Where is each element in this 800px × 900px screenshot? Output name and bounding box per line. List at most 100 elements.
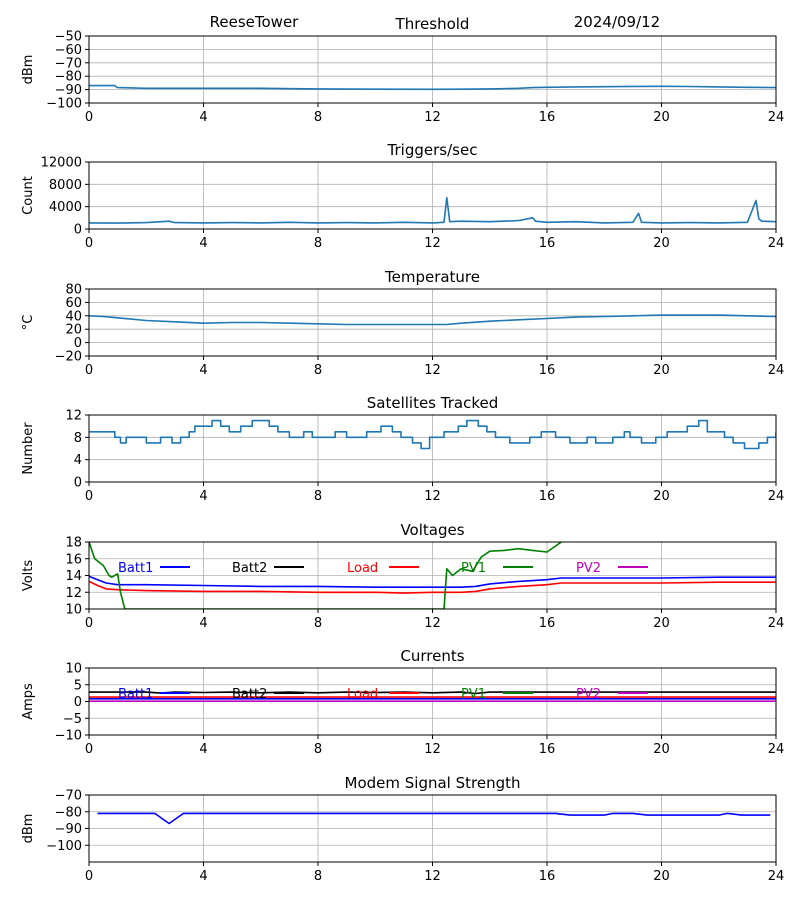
series-line-load: [89, 580, 776, 594]
x-tick-label: 8: [314, 236, 322, 251]
x-tick-label: 4: [199, 489, 207, 504]
series-line-batt1: [89, 575, 776, 589]
x-tick-label: 12: [424, 489, 441, 504]
y-axis-label: Volts: [21, 560, 36, 592]
series-line-pv1: [89, 542, 562, 609]
series-line: [97, 812, 771, 825]
x-tick-label: 12: [424, 110, 441, 125]
panels: 0 4 8 12 16 20 24−100−90−80−70−60−50Thresholdd…: [21, 15, 784, 884]
x-tick-label: 4: [199, 236, 207, 251]
y-axis-label: dBm: [21, 55, 36, 85]
x-tick-label: 12: [424, 742, 441, 757]
y-tick-label: 4000: [49, 200, 82, 215]
y-tick-label: −80: [55, 805, 82, 820]
x-tick-label: 16: [539, 869, 556, 884]
x-tick-label: 0: [85, 869, 93, 884]
y-axis-label: Amps: [21, 683, 36, 720]
station-name: ReeseTower: [210, 13, 300, 31]
y-tick-label: 10: [65, 662, 82, 677]
x-tick-label: 12: [424, 363, 441, 378]
x-tick-label: 4: [199, 869, 207, 884]
x-tick-label: 0: [85, 236, 93, 251]
legend-label-pv2: PV2: [576, 687, 601, 702]
y-axis-label: dBm: [21, 814, 36, 844]
panel-title: Modem Signal Strength: [345, 774, 521, 792]
y-tick-label: −100: [46, 839, 82, 854]
x-tick-label: 24: [768, 489, 785, 504]
y-tick-label: 18: [65, 536, 82, 551]
y-tick-label: 0: [74, 695, 82, 710]
x-tick-label: 0: [85, 616, 93, 631]
y-tick-label: −5: [63, 712, 82, 727]
x-tick-label: 20: [653, 869, 670, 884]
x-tick-label: 8: [314, 742, 322, 757]
x-tick-label: 20: [653, 742, 670, 757]
y-tick-label: −70: [55, 789, 82, 804]
y-tick-label: 10: [65, 603, 82, 618]
y-tick-label: 12: [65, 409, 82, 424]
y-tick-label: 40: [65, 309, 82, 324]
legend-label-pv2: PV2: [576, 561, 601, 576]
x-tick-label: 20: [653, 236, 670, 251]
x-tick-label: 20: [653, 363, 670, 378]
legend-label-batt1: Batt1: [118, 561, 153, 576]
x-tick-label: 24: [768, 110, 785, 125]
series-line: [89, 419, 776, 450]
y-tick-label: 0: [74, 223, 82, 238]
y-axis-label: Number: [21, 422, 36, 475]
x-tick-label: 24: [768, 616, 785, 631]
y-tick-label: −70: [55, 56, 82, 71]
legend-label-batt2: Batt2: [232, 561, 267, 576]
x-tick-label: 8: [314, 363, 322, 378]
x-tick-label: 16: [539, 742, 556, 757]
x-tick-label: 24: [768, 742, 785, 757]
y-tick-label: 0: [74, 336, 82, 351]
y-tick-label: −90: [55, 822, 82, 837]
x-tick-label: 8: [314, 869, 322, 884]
x-tick-label: 8: [314, 616, 322, 631]
y-tick-label: 60: [65, 296, 82, 311]
x-tick-label: 20: [653, 489, 670, 504]
y-tick-label: 5: [74, 678, 82, 693]
panel-title: Voltages: [400, 521, 464, 539]
x-tick-label: 4: [199, 742, 207, 757]
y-tick-label: 12000: [41, 156, 82, 171]
panel-threshold: 0 4 8 12 16 20 24 −100−90−80−70−60−50 Threshold d…: [21, 15, 784, 125]
panel-title: Satellites Tracked: [367, 394, 498, 412]
x-tick-label: 0: [85, 489, 93, 504]
x-tick-label: 0: [85, 110, 93, 125]
series-line: [89, 314, 776, 326]
x-tick-label: 4: [199, 363, 207, 378]
x-tick-label: 16: [539, 236, 556, 251]
y-tick-label: −60: [55, 43, 82, 58]
x-tick-label: 8: [314, 110, 322, 125]
y-tick-label: −20: [55, 350, 82, 365]
y-tick-label: 80: [65, 283, 82, 298]
legend-label-load: Load: [347, 687, 378, 702]
legend-label-pv1: PV1: [461, 561, 486, 576]
y-tick-label: −50: [55, 30, 82, 45]
x-tick-label: 12: [424, 236, 441, 251]
x-tick-label: 16: [539, 616, 556, 631]
series-line-batt2: [89, 691, 776, 695]
panel-triggers: 0 4 8 12 16 20 24 0 4000 8000 12000 Triggers/sec Cou…: [21, 141, 784, 251]
series-line: [89, 196, 776, 224]
panel-title: Temperature: [384, 268, 480, 286]
legend-label-pv1: PV1: [461, 687, 486, 702]
y-tick-label: −90: [55, 83, 82, 98]
x-tick-label: 20: [653, 616, 670, 631]
x-tick-label: 12: [424, 616, 441, 631]
x-tick-label: 16: [539, 489, 556, 504]
x-tick-label: 16: [539, 110, 556, 125]
y-tick-label: 4: [74, 453, 82, 468]
y-axis-label: Count: [21, 176, 36, 215]
y-tick-label: 12: [65, 586, 82, 601]
date-label: 2024/09/12: [574, 13, 660, 31]
x-tick-label: 4: [199, 616, 207, 631]
x-tick-label: 20: [653, 110, 670, 125]
legend-label-batt1: Batt1: [118, 687, 153, 702]
y-tick-label: 16: [65, 552, 82, 567]
x-tick-label: 24: [768, 363, 785, 378]
